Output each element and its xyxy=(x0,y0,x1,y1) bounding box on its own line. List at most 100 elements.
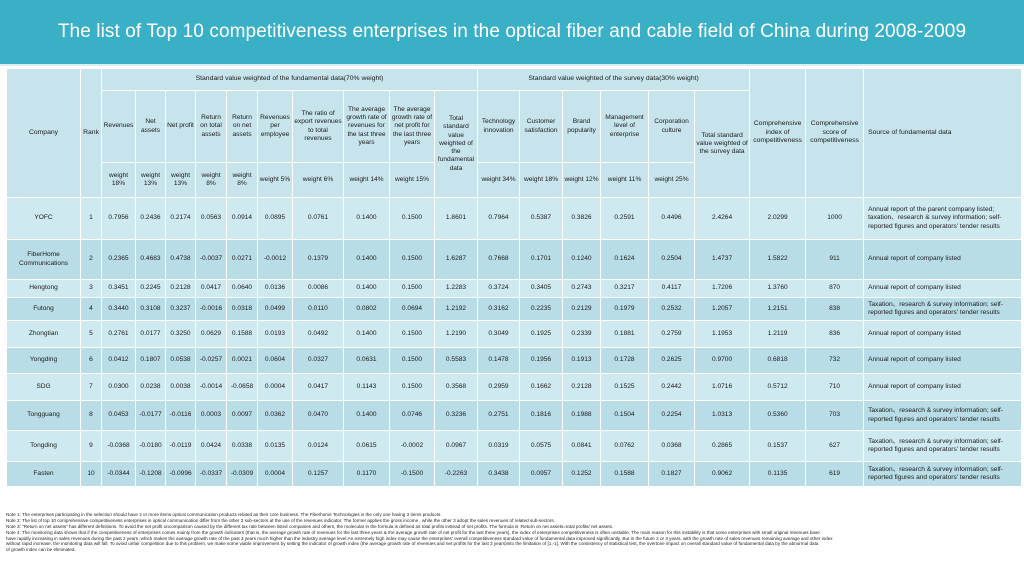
cell-export: 0.0492 xyxy=(292,320,344,348)
cell-tech: 0.2959 xyxy=(477,373,521,401)
cell-export: 0.0470 xyxy=(292,400,344,431)
cell-cult: 0.2759 xyxy=(648,320,696,348)
cell-tf: 0.0967 xyxy=(433,430,479,462)
cell-rta: -0.0016 xyxy=(195,297,227,321)
footnote-line: without rapid increase, the monitoring d… xyxy=(6,541,819,547)
cell-company: FiberHome Communications xyxy=(6,239,81,280)
footnote-line: Note 3: "Return on net assets" has diffe… xyxy=(6,523,614,529)
header-technology: Technology innovation xyxy=(477,90,521,163)
cell-tech: 0.2751 xyxy=(477,400,521,431)
group-survey: Standard value weighted of the survey da… xyxy=(477,68,751,91)
cell-cs: 870 xyxy=(805,279,865,298)
cell-rank: 10 xyxy=(80,461,102,487)
cell-agp: 0.1500 xyxy=(389,373,435,401)
cell-rta: 0.0424 xyxy=(195,430,227,462)
cell-cust: 0.5387 xyxy=(519,197,564,240)
cell-cult: 0.1827 xyxy=(648,461,696,487)
cell-cust: 0.1956 xyxy=(519,347,564,374)
cell-agp: 0.1500 xyxy=(389,239,435,280)
cell-cs: 710 xyxy=(805,373,865,401)
weight-export-ratio: weight 6% xyxy=(292,162,344,198)
cell-net-assets: -0.0177 xyxy=(135,400,166,431)
cell-cust: 0.1701 xyxy=(519,239,564,280)
cell-source: Taxation、research & survey information; … xyxy=(863,400,1023,431)
cell-rank: 7 xyxy=(80,373,102,401)
cell-mgmt: 0.1624 xyxy=(600,239,650,280)
cell-rna: 0.1588 xyxy=(226,320,258,348)
cell-company: YOFC xyxy=(6,197,81,240)
cell-ts: 0.9062 xyxy=(694,461,751,487)
cell-tf: 0.5583 xyxy=(433,347,479,374)
cell-cult: 0.2625 xyxy=(648,347,696,374)
cell-net-profit: -0.0119 xyxy=(165,430,196,462)
weight-return-total-assets: weight 8% xyxy=(195,162,227,198)
weight-net-profit: weight 13% xyxy=(165,162,196,198)
cell-tech: 0.7668 xyxy=(477,239,521,280)
cell-net-assets: 0.3108 xyxy=(135,297,166,321)
cell-agp: 0.1500 xyxy=(389,279,435,298)
cell-net-profit: 0.4738 xyxy=(165,239,196,280)
cell-tech: 0.3162 xyxy=(477,297,521,321)
cell-tf: 0.3568 xyxy=(433,373,479,401)
cell-export: 0.1257 xyxy=(292,461,344,487)
cell-net-profit: -0.0116 xyxy=(165,400,196,431)
competitiveness-table: Company Rank Standard value weighted of … xyxy=(6,68,1023,487)
cell-cust: 0.1925 xyxy=(519,320,564,348)
cell-rta: 0.0629 xyxy=(195,320,227,348)
cell-cult: 0.2504 xyxy=(648,239,696,280)
table-row: Yongding 6 0.0412 0.1807 0.0538 -0.0257 0.0021… xyxy=(6,347,1023,374)
cell-rta: 0.0417 xyxy=(195,279,227,298)
header-return-total-assets: Return on total assets xyxy=(195,90,227,163)
cell-brand: 0.0841 xyxy=(562,430,602,462)
header-return-net-assets: Return on net assets xyxy=(226,90,258,163)
cell-agr: 0.0802 xyxy=(343,297,390,321)
weight-avg-growth-revenues: weight 14% xyxy=(343,162,390,198)
cell-ts: 1.0313 xyxy=(694,400,751,431)
cell-source: Annual report of company listed xyxy=(863,347,1023,374)
cell-tech: 0.1478 xyxy=(477,347,521,374)
cell-brand: 0.1252 xyxy=(562,461,602,487)
table-row: Tongding 9 -0.0368 -0.0180 -0.0119 0.0424 0.03… xyxy=(6,430,1023,462)
table-row: Fasten 10 -0.0344 -0.1208 -0.0996 -0.0337 -0.0… xyxy=(6,461,1023,487)
cell-mgmt: 0.1525 xyxy=(600,373,650,401)
cell-ci: 0.1537 xyxy=(749,430,807,462)
cell-rpe: 0.0895 xyxy=(257,197,293,240)
page-title: The list of Top 10 competitiveness enter… xyxy=(0,0,1024,66)
cell-brand: 0.1988 xyxy=(562,400,602,431)
cell-agr: 0.1170 xyxy=(343,461,390,487)
cell-brand: 0.2128 xyxy=(562,373,602,401)
table-row: SDG 7 0.0300 0.0238 0.0038 -0.0014 -0.0658 0.00… xyxy=(6,373,1023,401)
weight-net-assets: weight 13% xyxy=(135,162,166,198)
cell-ci: 0.6818 xyxy=(749,347,807,374)
cell-cs: 732 xyxy=(805,347,865,374)
cell-agr: 0.1400 xyxy=(343,197,390,240)
cell-ci: 2.0299 xyxy=(749,197,807,240)
table-row: YOFC 1 0.7956 0.2436 0.2174 0.0563 0.0914 0.089… xyxy=(6,197,1023,240)
cell-company: Tongguang xyxy=(6,400,81,431)
cell-net-profit: -0.0996 xyxy=(165,461,196,487)
cell-tech: 0.0319 xyxy=(477,430,521,462)
cell-agr: 0.0631 xyxy=(343,347,390,374)
cell-agp: 0.0746 xyxy=(389,400,435,431)
cell-tech: 0.3724 xyxy=(477,279,521,298)
cell-net-assets: -0.1208 xyxy=(135,461,166,487)
cell-rank: 5 xyxy=(80,320,102,348)
header-source: Source of fundamental data xyxy=(863,68,1023,198)
cell-tf: 1.2192 xyxy=(433,297,479,321)
cell-export: 0.0327 xyxy=(292,347,344,374)
weight-customer: weight 18% xyxy=(519,162,564,198)
cell-rna: 0.0338 xyxy=(226,430,258,462)
cell-brand: 0.2129 xyxy=(562,297,602,321)
cell-cult: 0.2442 xyxy=(648,373,696,401)
cell-agr: 0.1400 xyxy=(343,239,390,280)
cell-revenues: 0.3440 xyxy=(101,297,136,321)
cell-tech: 0.3438 xyxy=(477,461,521,487)
cell-tf: -0.2263 xyxy=(433,461,479,487)
header-net-assets: Net assets xyxy=(135,90,166,163)
group-header-row: Company Rank Standard value weighted of … xyxy=(6,68,1023,198)
cell-revenues: 0.3451 xyxy=(101,279,136,298)
weight-management: weight 11% xyxy=(600,162,650,198)
cell-agp: 0.0694 xyxy=(389,297,435,321)
cell-net-assets: 0.0238 xyxy=(135,373,166,401)
cell-tech: 0.3049 xyxy=(477,320,521,348)
